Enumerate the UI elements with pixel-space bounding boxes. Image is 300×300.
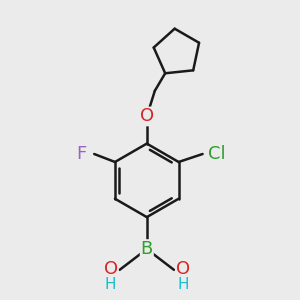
Text: O: O [140,107,154,125]
Text: O: O [176,260,190,278]
Text: O: O [103,260,118,278]
Text: Cl: Cl [208,145,226,163]
Text: B: B [141,240,153,258]
Text: H: H [105,277,116,292]
Text: H: H [177,277,189,292]
Text: F: F [76,145,86,163]
